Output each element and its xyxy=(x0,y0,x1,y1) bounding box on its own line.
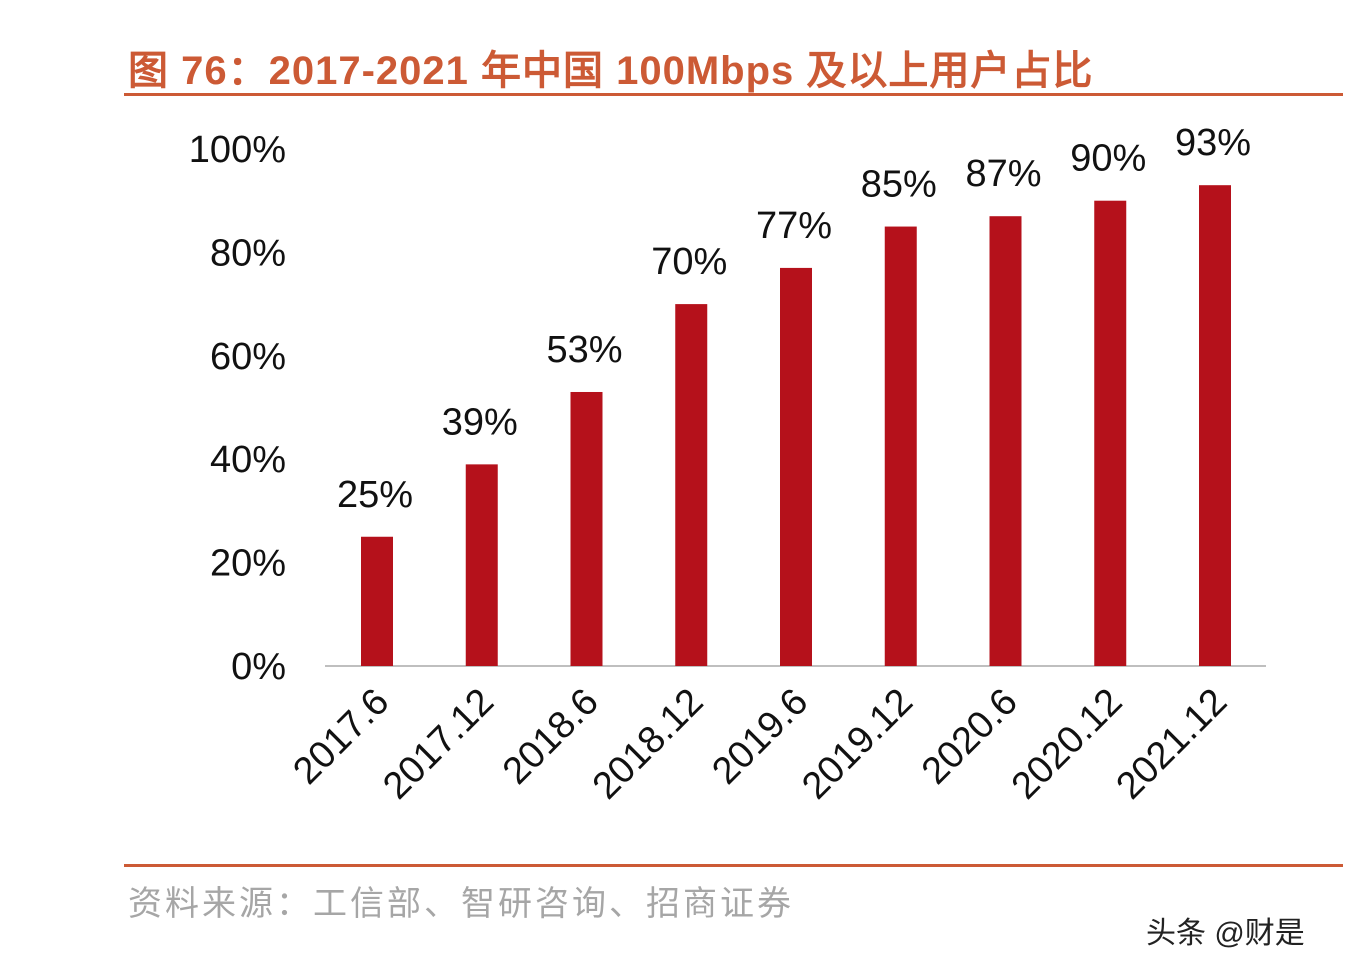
x-tick-label: 2018.12 xyxy=(585,681,712,808)
data-label: 85% xyxy=(861,164,937,206)
y-tick-label: 40% xyxy=(210,439,286,481)
data-label: 90% xyxy=(1070,138,1146,180)
data-label: 39% xyxy=(442,401,518,443)
bar xyxy=(989,216,1022,666)
source-note: 资料来源：工信部、智研咨询、招商证券 xyxy=(128,884,794,924)
bar xyxy=(570,391,603,666)
bar xyxy=(780,267,812,666)
bar xyxy=(675,304,708,666)
x-tick-label: 2019.12 xyxy=(794,681,921,808)
y-tick-label: 0% xyxy=(231,646,286,688)
watermark: 头条 @财是 xyxy=(1146,917,1305,950)
data-label: 25% xyxy=(337,474,413,516)
x-tick-label: 2021.12 xyxy=(1109,681,1236,808)
data-label: 70% xyxy=(651,241,727,283)
bar xyxy=(465,464,498,666)
data-label: 93% xyxy=(1175,122,1251,164)
y-tick-label: 20% xyxy=(210,543,286,585)
bar xyxy=(1094,200,1127,666)
data-label: 87% xyxy=(965,153,1041,195)
bar xyxy=(1199,185,1231,666)
title-rule xyxy=(124,93,1343,96)
y-tick-label: 80% xyxy=(210,232,286,274)
y-tick-label: 60% xyxy=(210,336,286,378)
chart-title: 图 76：2017-2021 年中国 100Mbps 及以上用户占比 xyxy=(128,49,1094,93)
bar xyxy=(361,536,393,666)
y-tick-label: 100% xyxy=(189,129,286,171)
bar xyxy=(884,226,917,667)
source-rule xyxy=(124,864,1343,867)
data-label: 77% xyxy=(756,205,832,247)
data-label: 53% xyxy=(546,329,622,371)
x-tick-label: 2020.12 xyxy=(1004,681,1131,808)
x-tick-label: 2017.12 xyxy=(375,681,502,808)
